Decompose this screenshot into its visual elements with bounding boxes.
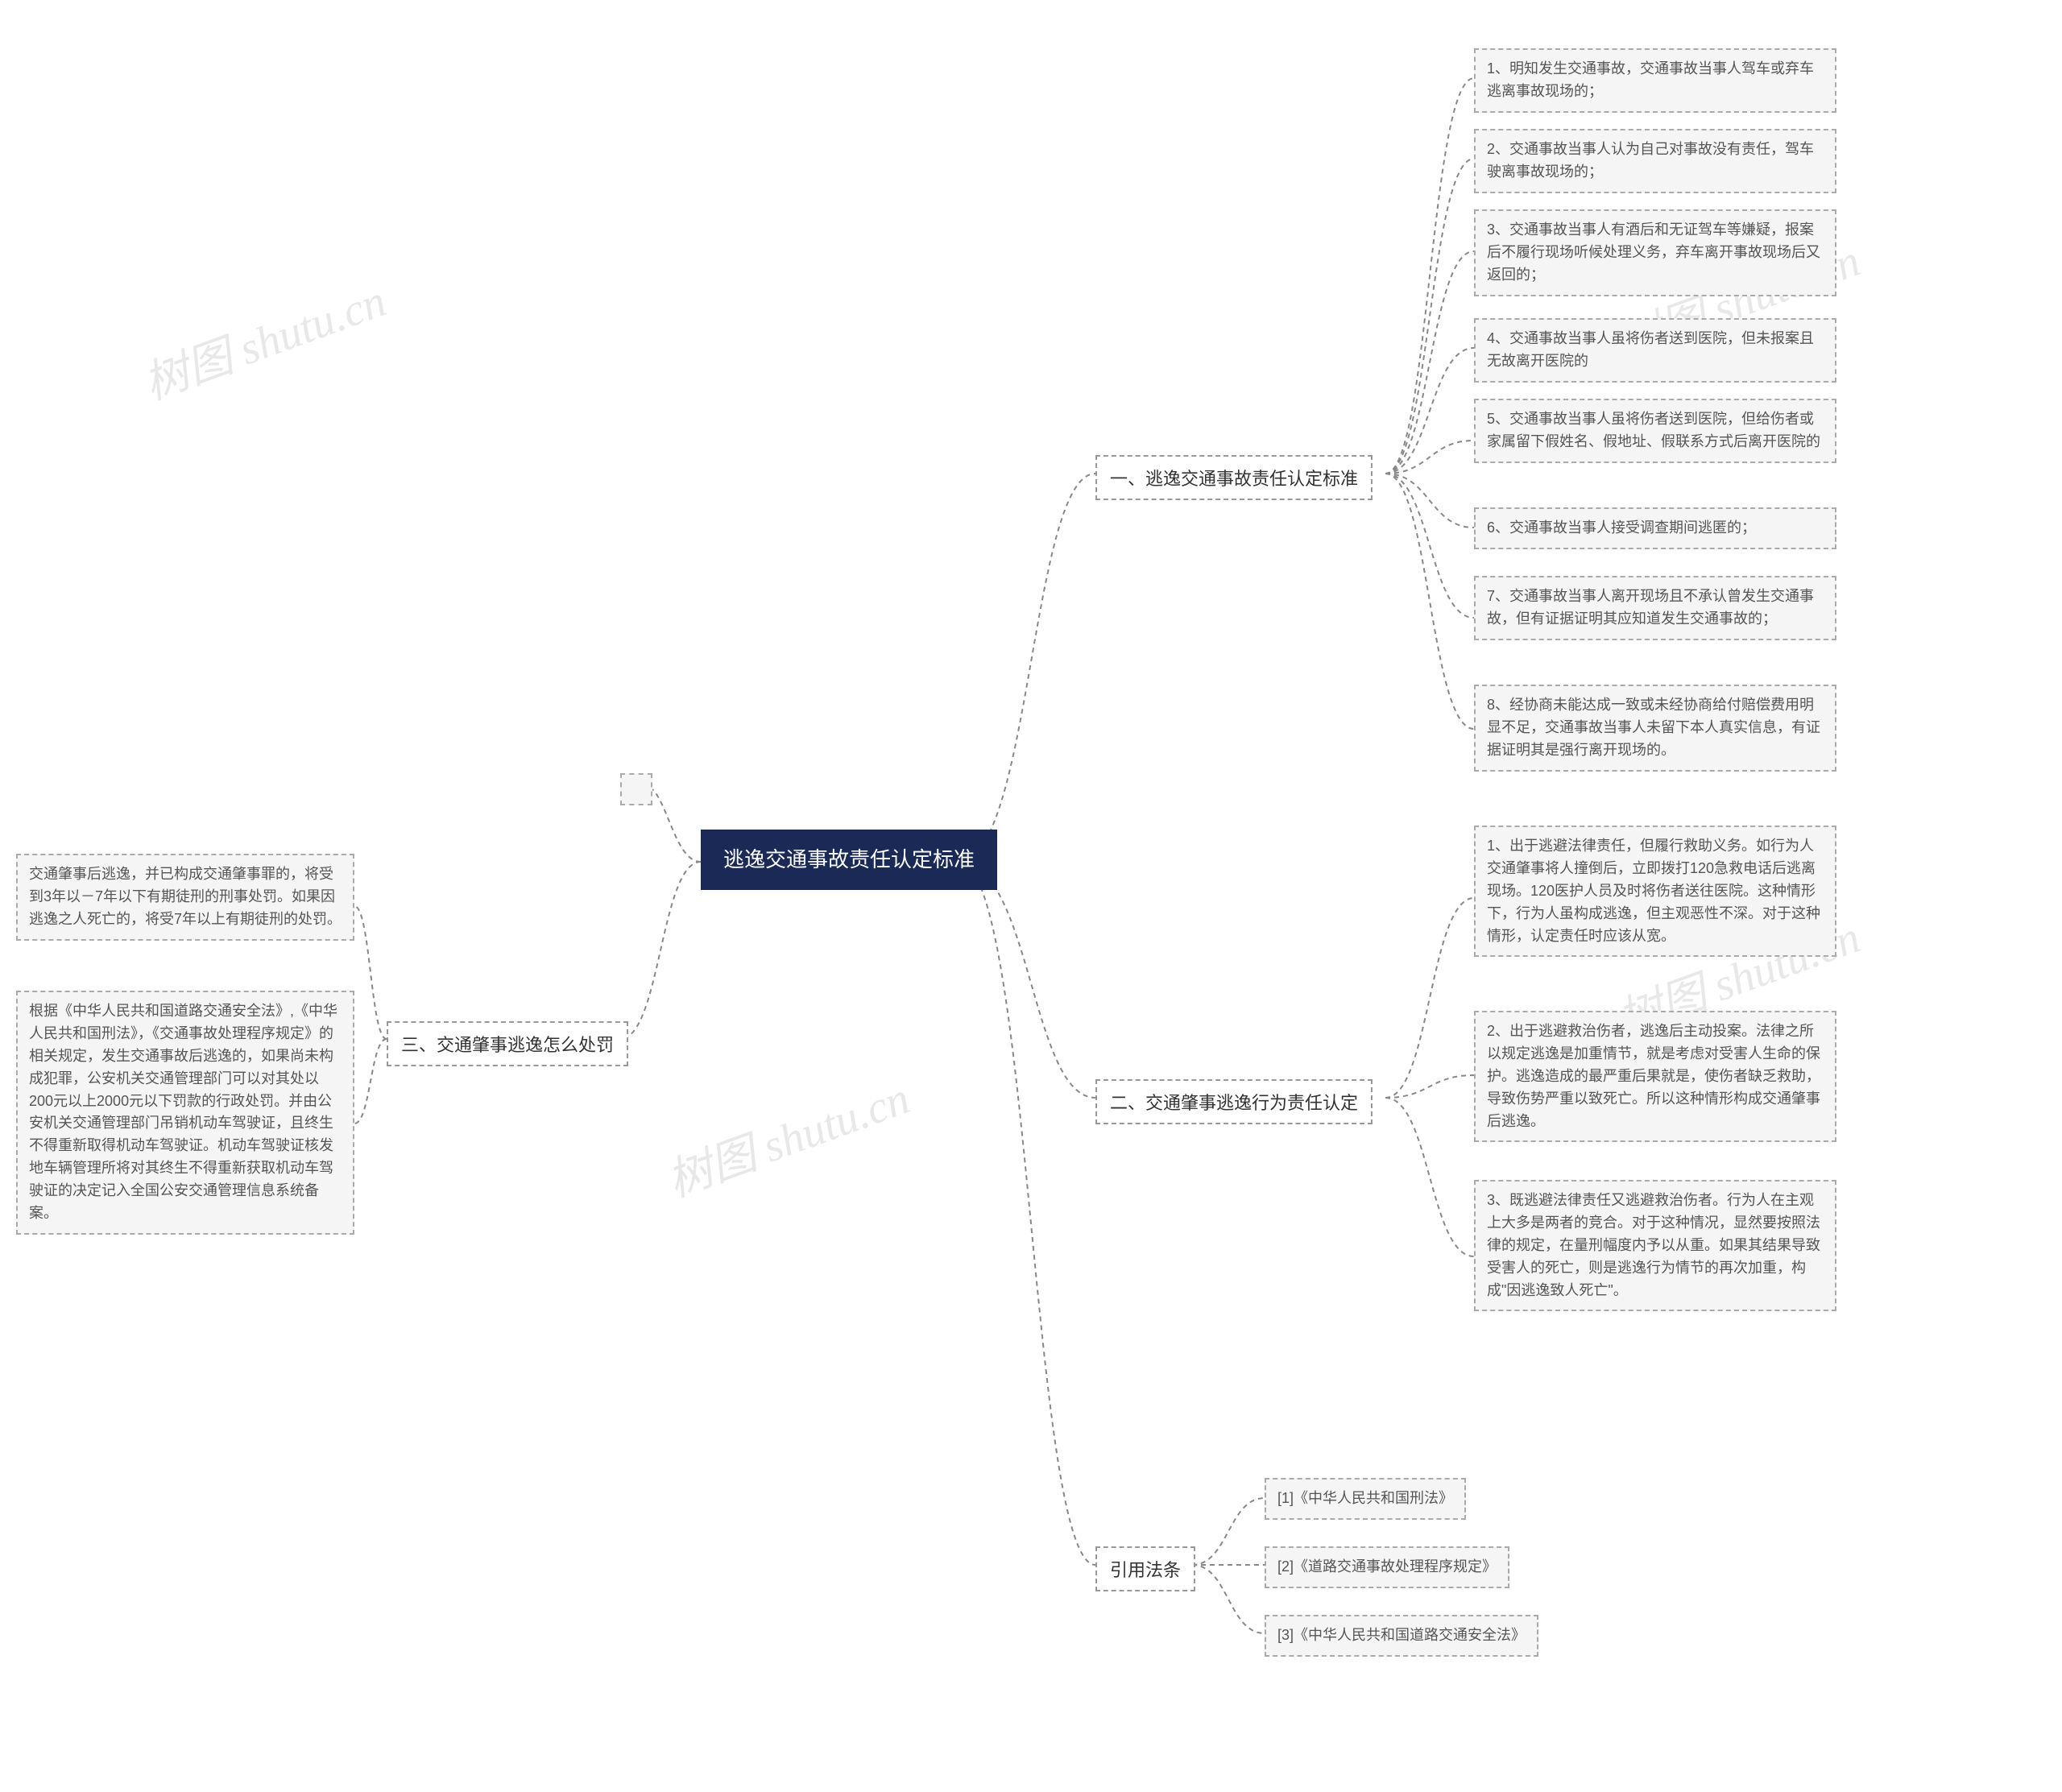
leaf-1-4[interactable]: 4、交通事故当事人虽将伤者送到医院，但未报案且无故离开医院的 (1474, 318, 1836, 383)
leaf-text: [2]《道路交通事故处理程序规定》 (1277, 1558, 1497, 1575)
leaf-text: 1、明知发生交通事故，交通事故当事人驾车或弃车逃离事故现场的； (1487, 60, 1814, 99)
branch-3[interactable]: 三、交通肇事逃逸怎么处罚 (387, 1021, 628, 1066)
leaf-text: 1、出于逃避法律责任，但履行救助义务。如行为人交通肇事将人撞倒后，立即拨打120… (1487, 838, 1820, 944)
leaf-text: 2、出于逃避救治伤者，逃逸后主动投案。法律之所以规定逃逸是加重情节，就是考虑对受… (1487, 1023, 1820, 1129)
leaf-4-1[interactable]: [1]《中华人民共和国刑法》 (1265, 1478, 1466, 1520)
leaf-text: 2、交通事故当事人认为自己对事故没有责任，驾车驶离事故现场的； (1487, 141, 1814, 180)
leaf-text: 4、交通事故当事人虽将伤者送到医院，但未报案且无故离开医院的 (1487, 330, 1814, 369)
leaf-1-1[interactable]: 1、明知发生交通事故，交通事故当事人驾车或弃车逃离事故现场的； (1474, 48, 1836, 113)
leaf-3-1[interactable]: 交通肇事后逃逸，并已构成交通肇事罪的，将受到3年以－7年以下有期徒刑的刑事处罚。… (16, 854, 354, 941)
leaf-1-7[interactable]: 7、交通事故当事人离开现场且不承认曾发生交通事故，但有证据证明其应知道发生交通事… (1474, 576, 1836, 640)
branch-3-label: 三、交通肇事逃逸怎么处罚 (401, 1035, 614, 1055)
root-node[interactable]: 逃逸交通事故责任认定标准 (701, 830, 997, 890)
leaf-text: 3、既逃避法律责任又逃避救治伤者。行为人在主观上大多是两者的竞合。对于这种情况，… (1487, 1192, 1820, 1298)
leaf-2-3[interactable]: 3、既逃避法律责任又逃避救治伤者。行为人在主观上大多是两者的竞合。对于这种情况，… (1474, 1180, 1836, 1311)
leaf-2-1[interactable]: 1、出于逃避法律责任，但履行救助义务。如行为人交通肇事将人撞倒后，立即拨打120… (1474, 826, 1836, 957)
leaf-4-3[interactable]: [3]《中华人民共和国道路交通安全法》 (1265, 1615, 1538, 1657)
leaf-4-2[interactable]: [2]《道路交通事故处理程序规定》 (1265, 1546, 1509, 1588)
branch-4-label: 引用法条 (1110, 1560, 1181, 1580)
leaf-text: 根据《中华人民共和国道路交通安全法》,《中华人民共和国刑法》，《交通事故处理程序… (29, 1003, 337, 1221)
leaf-text: [1]《中华人民共和国刑法》 (1277, 1490, 1453, 1506)
leaf-1-8[interactable]: 8、经协商未能达成一致或未经协商给付赔偿费用明显不足，交通事故当事人未留下本人真… (1474, 685, 1836, 772)
branch-2-label: 二、交通肇事逃逸行为责任认定 (1110, 1093, 1358, 1113)
leaf-text: 5、交通事故当事人虽将伤者送到医院，但给伤者或家属留下假姓名、假地址、假联系方式… (1487, 411, 1820, 449)
branch-4[interactable]: 引用法条 (1095, 1546, 1195, 1591)
branch-1[interactable]: 一、逃逸交通事故责任认定标准 (1095, 455, 1373, 500)
watermark: 树图 shutu.cn (134, 265, 394, 413)
leaf-3-2[interactable]: 根据《中华人民共和国道路交通安全法》,《中华人民共和国刑法》，《交通事故处理程序… (16, 991, 354, 1235)
leaf-text: 3、交通事故当事人有酒后和无证驾车等嫌疑，报案后不履行现场听候处理义务，弃车离开… (1487, 221, 1820, 283)
leaf-1-3[interactable]: 3、交通事故当事人有酒后和无证驾车等嫌疑，报案后不履行现场听候处理义务，弃车离开… (1474, 209, 1836, 296)
branch-1-label: 一、逃逸交通事故责任认定标准 (1110, 469, 1358, 489)
root-title: 逃逸交通事故责任认定标准 (723, 847, 975, 871)
leaf-2-2[interactable]: 2、出于逃避救治伤者，逃逸后主动投案。法律之所以规定逃逸是加重情节，就是考虑对受… (1474, 1011, 1836, 1142)
leaf-1-5[interactable]: 5、交通事故当事人虽将伤者送到医院，但给伤者或家属留下假姓名、假地址、假联系方式… (1474, 399, 1836, 463)
leaf-text: 交通肇事后逃逸，并已构成交通肇事罪的，将受到3年以－7年以下有期徒刑的刑事处罚。… (29, 866, 342, 927)
watermark: 树图 shutu.cn (657, 1062, 917, 1211)
leaf-text: [3]《中华人民共和国道路交通安全法》 (1277, 1627, 1526, 1643)
leaf-text: 6、交通事故当事人接受调查期间逃匿的； (1487, 519, 1756, 536)
leaf-text: 8、经协商未能达成一致或未经协商给付赔偿费用明显不足，交通事故当事人未留下本人真… (1487, 697, 1820, 758)
leaf-1-6[interactable]: 6、交通事故当事人接受调查期间逃匿的； (1474, 507, 1836, 549)
leaf-1-2[interactable]: 2、交通事故当事人认为自己对事故没有责任，驾车驶离事故现场的； (1474, 129, 1836, 193)
leaf-text: 7、交通事故当事人离开现场且不承认曾发生交通事故，但有证据证明其应知道发生交通事… (1487, 588, 1814, 627)
empty-node (620, 773, 652, 805)
branch-2[interactable]: 二、交通肇事逃逸行为责任认定 (1095, 1079, 1373, 1124)
